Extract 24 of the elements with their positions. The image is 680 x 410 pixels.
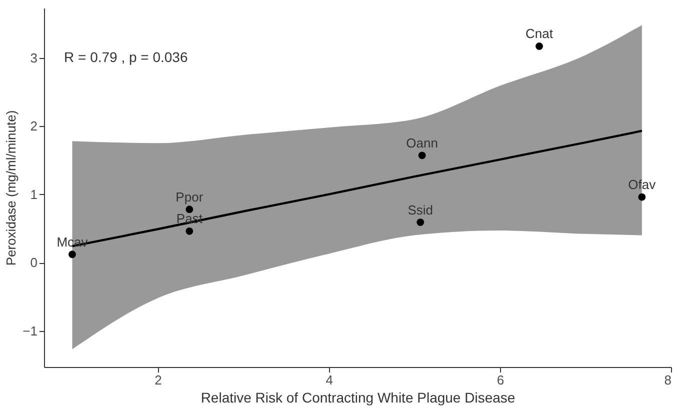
annotation: Oann [406,135,438,150]
y-tick-label: −1 [22,323,38,338]
y-tick-label: 1 [30,186,38,202]
y-tick-label: 0 [30,255,38,270]
x-axis-title: Relative Risk of Contracting White Plague Disease [200,390,516,406]
annotation: Ssid [408,202,434,218]
point [418,152,426,160]
point [416,218,424,226]
y-tick-label: 3 [30,50,38,66]
y-tick-label: 2 [30,118,38,134]
x-tick-label: 2 [154,372,162,388]
annotation: Mcav [56,234,88,250]
annotation: Ppor [176,189,204,204]
point [68,250,76,258]
annotation: R = 0.79 , p = 0.036 [64,49,188,65]
x-tick-label: 4 [326,372,333,388]
x-tick-label: 6 [496,372,504,388]
y-axis-title: Peroxidase (mg/ml/minute) [4,110,19,266]
point [638,193,646,201]
point [536,42,543,50]
annotation: Cnat [526,26,554,42]
annotation: Ofav [628,177,656,192]
point [186,227,194,235]
x-tick-label: 8 [664,372,672,388]
